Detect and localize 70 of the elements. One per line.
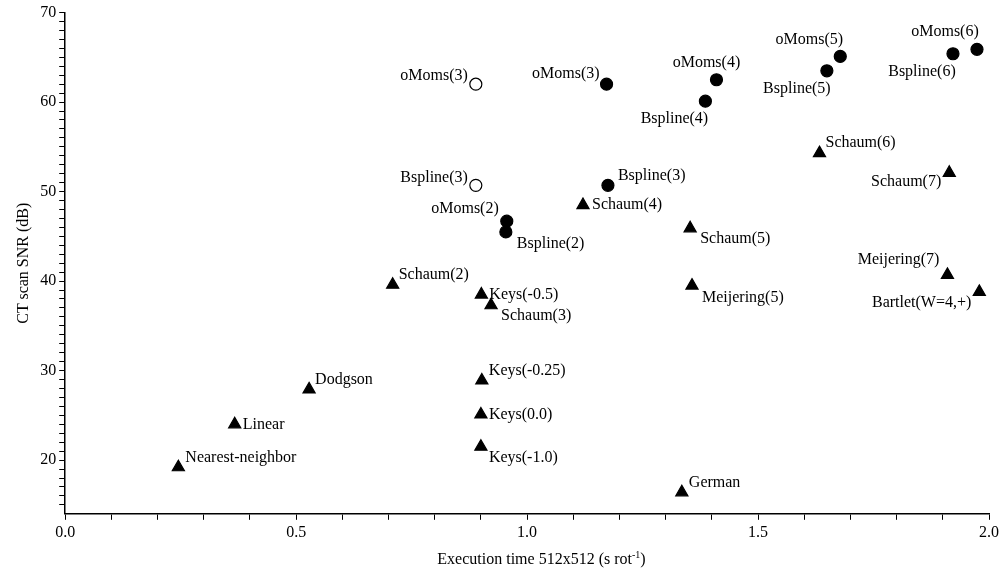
y-axis-title: CT scan SNR (dB)	[13, 202, 32, 324]
x-tick-label: 2.0	[979, 522, 999, 540]
point	[946, 47, 960, 61]
annotation: Schaum(5)	[700, 229, 771, 248]
point	[820, 64, 834, 78]
point	[500, 214, 514, 228]
annotation: oMoms(3)	[531, 64, 600, 83]
point	[302, 381, 316, 394]
annotation: oMoms(5)	[775, 29, 844, 48]
annotation: oMoms(3)	[400, 66, 468, 85]
annotation: Bspline(2)	[516, 234, 585, 253]
x-axis-title: Execution time 512x512 (s rot$^{-1}$)	[436, 549, 647, 569]
annotation: Dodgson	[315, 369, 373, 388]
point	[499, 225, 513, 239]
point	[685, 277, 699, 290]
point	[171, 459, 186, 472]
annotation: German	[688, 472, 741, 490]
annotation: Keys(-1.0)	[488, 447, 558, 466]
annotation: Keys(-0.25)	[488, 360, 566, 379]
annotation: Bspline(6)	[888, 61, 956, 80]
point	[709, 73, 724, 87]
annotation: Schaum(3)	[501, 306, 572, 325]
y-tick-label: 60	[40, 92, 57, 110]
point	[599, 77, 614, 91]
point	[474, 286, 489, 299]
annotation: Bspline(3)	[400, 167, 468, 186]
annotation: Nearest-neighbor	[185, 448, 298, 467]
x-tick-label: 1.5	[748, 522, 769, 540]
point	[942, 165, 956, 177]
y-tick-label: 30	[40, 360, 57, 378]
x-tick-label: 0.5	[286, 522, 307, 540]
annotation: oMoms(6)	[911, 22, 979, 41]
point	[812, 145, 827, 158]
y-tick-label: 50	[40, 181, 57, 199]
annotation: Keys(-0.5)	[489, 284, 559, 303]
point	[940, 267, 955, 279]
annotation: Schaum(6)	[825, 133, 896, 152]
point	[576, 197, 590, 210]
annotation: Schaum(4)	[591, 195, 663, 214]
annotation: Schaum(7)	[871, 172, 942, 191]
point	[475, 372, 489, 385]
annotation: Keys(0.0)	[488, 404, 553, 423]
point	[970, 42, 984, 56]
point	[228, 416, 242, 429]
point	[675, 484, 689, 497]
annotation: Linear	[242, 414, 286, 432]
point	[833, 49, 847, 64]
y-tick-label: 40	[40, 271, 57, 289]
point	[698, 94, 712, 108]
annotation: Meijering(7)	[857, 250, 940, 269]
point	[469, 77, 483, 91]
point	[601, 178, 615, 192]
point	[474, 406, 488, 419]
point	[474, 439, 488, 451]
annotation: Bspline(4)	[640, 109, 709, 128]
annotation: Bspline(5)	[763, 78, 831, 97]
x-tick-label: 1.0	[517, 522, 538, 540]
point	[972, 284, 986, 296]
annotation: Schaum(2)	[398, 264, 469, 283]
point	[683, 220, 697, 233]
y-tick-label: 20	[40, 450, 57, 468]
x-tick-label: 0.0	[55, 522, 76, 540]
point	[469, 178, 483, 192]
annotation: oMoms(4)	[672, 52, 741, 71]
annotation: Meijering(5)	[702, 287, 784, 306]
point	[386, 277, 400, 289]
y-tick-label: 70	[40, 2, 57, 20]
annotation: Bspline(3)	[617, 165, 686, 184]
annotation: oMoms(2)	[431, 199, 499, 218]
annotation: Bartlet(W=4,+)	[871, 293, 972, 312]
